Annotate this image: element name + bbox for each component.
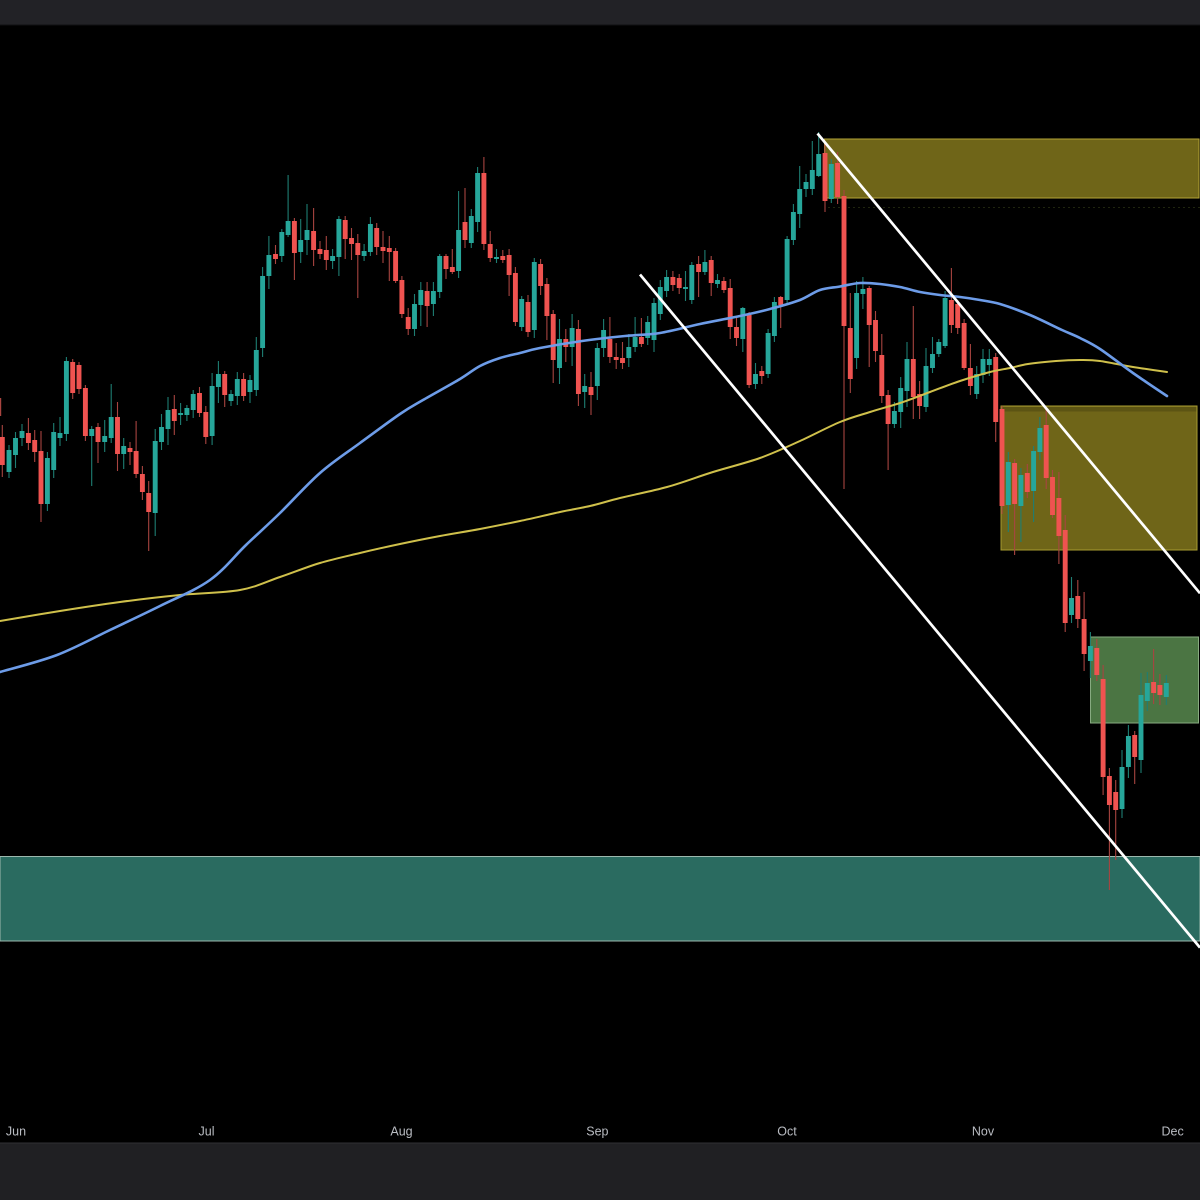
svg-text:Dec: Dec — [1161, 1125, 1183, 1139]
svg-text:Sep: Sep — [586, 1125, 608, 1139]
svg-text:Oct: Oct — [777, 1125, 797, 1139]
svg-text:Jun: Jun — [6, 1125, 26, 1139]
svg-text:Aug: Aug — [390, 1125, 412, 1139]
svg-text:Nov: Nov — [972, 1125, 995, 1139]
svg-text:Jul: Jul — [199, 1125, 215, 1139]
